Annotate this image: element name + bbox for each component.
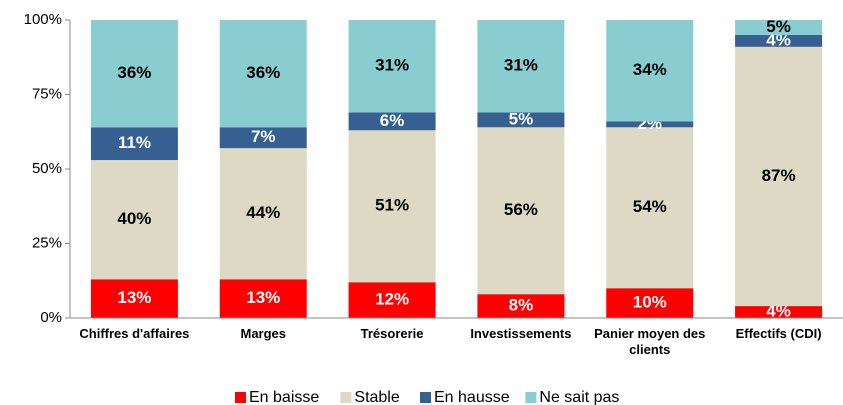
x-tick-label: Trésorerie: [360, 326, 424, 341]
value-label: 6%: [380, 111, 405, 130]
value-label: 4%: [766, 30, 791, 49]
legend-swatch: [340, 392, 352, 403]
value-label: 36%: [246, 63, 280, 82]
bar-segment: [90, 127, 178, 161]
bar-segment: [477, 20, 565, 113]
bar-segment: [348, 20, 436, 113]
legend-swatch: [420, 392, 431, 403]
value-label: 13%: [117, 288, 151, 307]
y-tick-label: 100%: [24, 11, 62, 28]
bar-segment: [348, 130, 436, 283]
y-tick-label: 50%: [32, 160, 62, 177]
value-label: 31%: [375, 56, 409, 75]
legend-swatch: [235, 392, 246, 403]
legend-label: Stable: [354, 389, 399, 405]
y-tick-label: 0%: [40, 309, 62, 326]
x-tick-label: Effectifs (CDI): [735, 326, 822, 341]
value-label: 5%: [509, 109, 534, 128]
legend-label: Ne sait pas: [539, 389, 619, 405]
legend-label: En hausse: [434, 389, 510, 405]
value-label: 40%: [117, 209, 151, 228]
value-label: 56%: [504, 200, 538, 219]
x-tick-label: Marges: [240, 326, 287, 341]
value-label: 7%: [251, 127, 276, 146]
y-tick-label: 75%: [32, 85, 62, 102]
value-label: 34%: [633, 60, 667, 79]
bar-segment: [219, 148, 307, 280]
value-label: 54%: [633, 197, 667, 216]
bar-segment: [90, 20, 178, 128]
bar-segment: [348, 112, 436, 131]
y-tick-label: 25%: [32, 234, 62, 251]
bar-segment: [735, 46, 823, 307]
bar-segment: [477, 294, 565, 318]
bar-segment: [90, 160, 178, 280]
bar-segment: [477, 112, 565, 128]
value-label: 11%: [118, 133, 151, 152]
value-label: 5%: [766, 17, 791, 36]
value-label: 87%: [762, 166, 796, 185]
bar-segment: [606, 288, 694, 318]
bar-segment: [219, 279, 307, 318]
bar-segment: [348, 282, 436, 318]
value-label: 8%: [509, 296, 534, 315]
bar-segment: [90, 279, 178, 318]
bar-segment: [219, 127, 307, 149]
bar-segment: [735, 34, 823, 47]
value-label: 4%: [766, 302, 791, 321]
bar-segment: [477, 127, 565, 295]
value-label: 10%: [633, 293, 667, 312]
bar-segment: [219, 20, 307, 128]
value-label: 44%: [246, 203, 280, 222]
bar-segment: [606, 121, 694, 128]
x-tick-label: Chiffres d'affaires: [79, 326, 190, 341]
value-label: 51%: [375, 196, 409, 215]
bar-segment: [735, 306, 823, 318]
x-tick-label: Investissements: [470, 326, 572, 341]
value-label: 13%: [246, 288, 280, 307]
legend-label: En baisse: [249, 389, 319, 405]
legend-swatch: [525, 392, 537, 403]
bar-segment: [606, 20, 694, 122]
value-label: 36%: [117, 63, 151, 82]
x-tick-label: Panier moyen des clients: [594, 326, 706, 357]
bar-segment: [735, 20, 823, 35]
value-label: 31%: [504, 56, 538, 75]
bar-segment: [606, 127, 694, 289]
value-label: 12%: [375, 290, 409, 309]
